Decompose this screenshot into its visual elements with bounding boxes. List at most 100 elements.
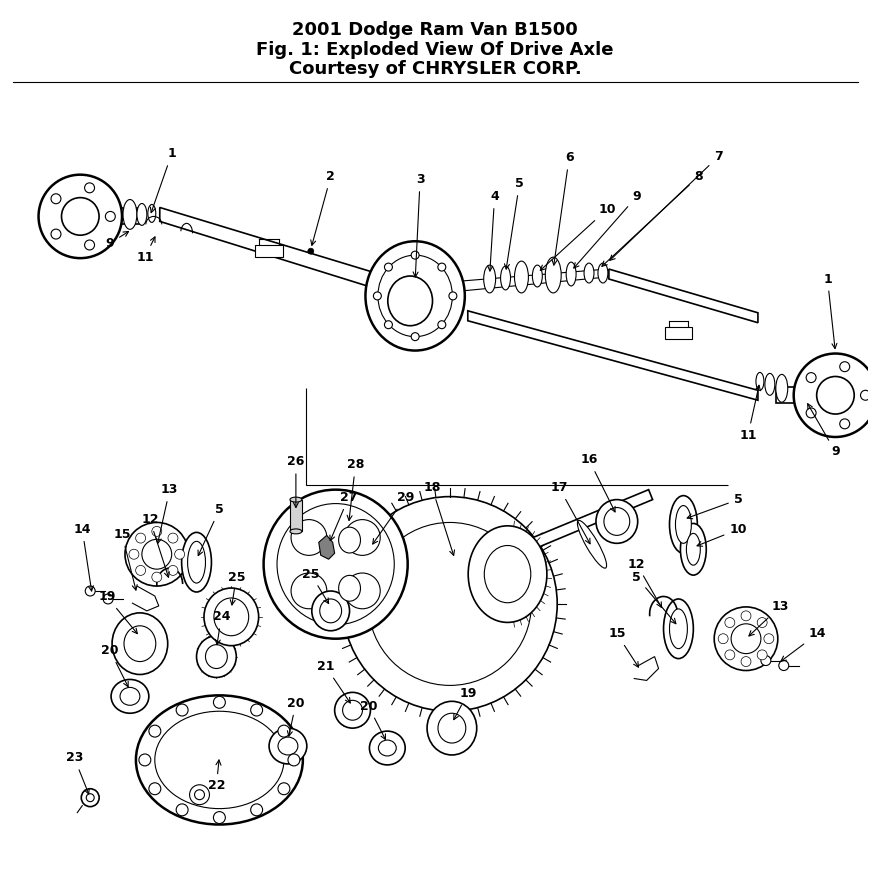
Ellipse shape: [596, 500, 638, 544]
Circle shape: [278, 725, 290, 737]
Ellipse shape: [339, 527, 361, 553]
Ellipse shape: [182, 532, 212, 592]
Ellipse shape: [342, 700, 362, 720]
Text: 26: 26: [287, 455, 305, 508]
Text: 5: 5: [687, 493, 742, 519]
Ellipse shape: [187, 541, 206, 583]
Text: 4: 4: [488, 190, 499, 271]
Polygon shape: [159, 207, 415, 301]
Text: 24: 24: [213, 610, 230, 645]
Ellipse shape: [264, 489, 408, 639]
Circle shape: [384, 263, 393, 271]
Ellipse shape: [469, 526, 547, 622]
Ellipse shape: [515, 261, 529, 293]
Ellipse shape: [776, 374, 787, 402]
Ellipse shape: [686, 533, 700, 565]
Circle shape: [213, 812, 226, 823]
Polygon shape: [255, 246, 283, 257]
Circle shape: [51, 229, 61, 239]
Ellipse shape: [277, 503, 395, 625]
Circle shape: [152, 572, 162, 582]
Text: 15: 15: [113, 528, 137, 590]
Circle shape: [757, 618, 767, 628]
Ellipse shape: [290, 497, 302, 502]
Circle shape: [62, 198, 99, 235]
Ellipse shape: [206, 645, 227, 669]
Ellipse shape: [427, 701, 476, 755]
Circle shape: [85, 586, 95, 596]
Ellipse shape: [501, 266, 510, 290]
Polygon shape: [504, 489, 652, 559]
Text: 7: 7: [610, 150, 723, 260]
Circle shape: [793, 354, 871, 437]
Ellipse shape: [120, 687, 140, 705]
Ellipse shape: [123, 199, 137, 229]
Text: 1: 1: [823, 273, 837, 349]
Ellipse shape: [680, 524, 706, 575]
Text: Courtesy of CHRYSLER CORP.: Courtesy of CHRYSLER CORP.: [288, 60, 581, 79]
Ellipse shape: [136, 696, 303, 824]
Circle shape: [149, 783, 161, 794]
Circle shape: [194, 790, 205, 800]
Circle shape: [129, 549, 138, 559]
Ellipse shape: [584, 263, 594, 283]
Ellipse shape: [566, 262, 576, 286]
Polygon shape: [319, 536, 334, 559]
Text: 20: 20: [101, 644, 128, 687]
Circle shape: [142, 539, 172, 569]
FancyBboxPatch shape: [776, 387, 793, 403]
Circle shape: [168, 565, 178, 575]
Ellipse shape: [204, 588, 259, 646]
Circle shape: [342, 496, 557, 711]
Circle shape: [807, 408, 816, 418]
Ellipse shape: [598, 263, 608, 283]
Circle shape: [438, 321, 446, 329]
Circle shape: [368, 523, 531, 685]
Ellipse shape: [378, 740, 396, 756]
Circle shape: [714, 607, 778, 670]
Circle shape: [719, 634, 728, 643]
Ellipse shape: [148, 205, 156, 222]
Circle shape: [175, 549, 185, 559]
Ellipse shape: [765, 373, 775, 395]
Text: 8: 8: [602, 170, 703, 267]
Circle shape: [291, 573, 327, 609]
Ellipse shape: [577, 520, 606, 568]
Ellipse shape: [155, 711, 284, 808]
Circle shape: [176, 804, 188, 815]
Circle shape: [779, 661, 789, 670]
Text: 11: 11: [739, 385, 760, 441]
Text: 22: 22: [207, 760, 226, 792]
Circle shape: [807, 372, 816, 383]
Text: 6: 6: [552, 151, 573, 265]
Circle shape: [757, 650, 767, 660]
Circle shape: [105, 212, 115, 221]
Circle shape: [152, 526, 162, 537]
Ellipse shape: [604, 508, 630, 536]
Ellipse shape: [378, 255, 452, 336]
Text: 14: 14: [781, 628, 827, 661]
Ellipse shape: [339, 575, 361, 601]
Circle shape: [761, 656, 771, 665]
Text: 18: 18: [423, 482, 455, 555]
Circle shape: [411, 251, 419, 259]
Ellipse shape: [545, 257, 561, 293]
Text: 13: 13: [749, 600, 788, 636]
Circle shape: [764, 634, 773, 643]
Circle shape: [344, 573, 381, 609]
Ellipse shape: [438, 713, 466, 743]
Circle shape: [384, 321, 393, 329]
Circle shape: [817, 377, 854, 414]
Circle shape: [176, 704, 188, 716]
Circle shape: [411, 333, 419, 341]
Text: 14: 14: [73, 523, 93, 591]
Ellipse shape: [756, 372, 764, 391]
Text: 27: 27: [330, 491, 357, 541]
Circle shape: [278, 783, 290, 794]
Text: 5: 5: [198, 503, 224, 556]
Ellipse shape: [675, 505, 692, 544]
Text: 16: 16: [580, 454, 615, 512]
Circle shape: [125, 523, 189, 586]
Text: 19: 19: [98, 591, 138, 634]
Circle shape: [731, 624, 761, 654]
